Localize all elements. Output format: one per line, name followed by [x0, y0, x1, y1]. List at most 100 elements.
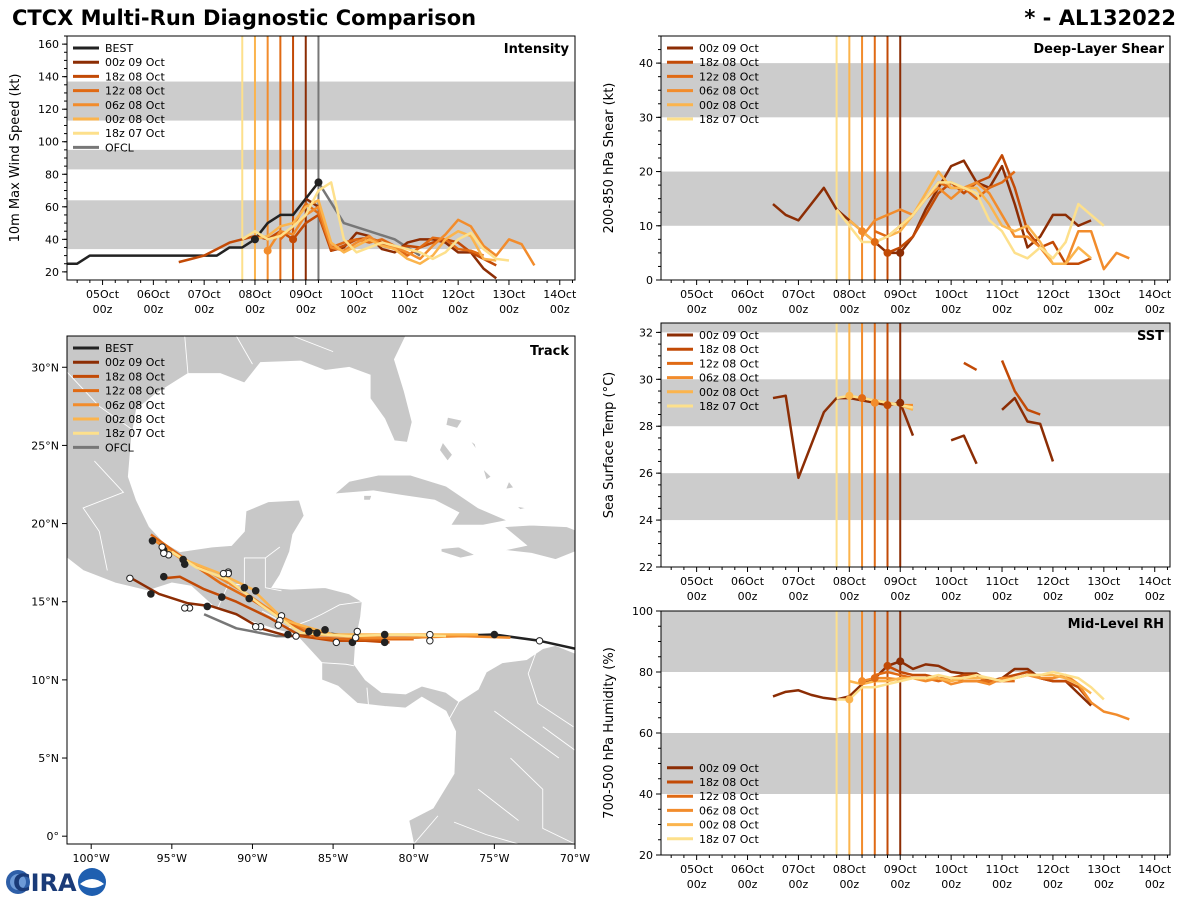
sst-xtick-label-day: 07Oct	[782, 575, 816, 588]
track-border-line	[287, 601, 363, 629]
track-border-line	[542, 726, 575, 751]
track-position-filled	[313, 629, 321, 637]
shear-xtick-label-day: 08Oct	[833, 288, 867, 301]
shear-x-axis: 05Oct 00z 06Oct 00z 07Oct 00z 08Oct 00z 09Oct 00z…	[670, 280, 1172, 316]
sst-xtick-label-day: 05Oct	[680, 575, 714, 588]
track-legend-label-18z-08-oct: 18z 08 Oct	[105, 370, 165, 383]
track-border-line	[510, 757, 575, 844]
sst-xtick-label-hour: 00z	[738, 590, 758, 603]
rh-title: Mid-Level RH	[1068, 617, 1164, 632]
track-position-open	[219, 569, 228, 578]
intensity-ytick-label: 120	[38, 103, 59, 116]
track-position-open	[181, 604, 189, 612]
track-title: Track	[530, 344, 569, 359]
sst-xtick-label-day: 06Oct	[731, 575, 765, 588]
sst-xtick-label-hour: 00z	[1094, 590, 1114, 603]
intensity-xtick-label-hour: 00z	[550, 303, 570, 316]
storm-id: * - AL132022	[1024, 6, 1176, 30]
rh-ytick-label: 100	[632, 605, 653, 618]
rh-xtick-label-day: 13Oct	[1087, 863, 1121, 876]
shear-xtick-label-hour: 00z	[1145, 303, 1165, 316]
track-legend-label-06z-08-oct: 06z 08 Oct	[105, 399, 165, 412]
sst-ytick-label: 26	[639, 467, 653, 480]
track-land-shape	[505, 480, 515, 490]
rh-band	[661, 733, 1170, 794]
intensity-plot-area	[67, 36, 575, 280]
sst-xtick-label-hour: 00z	[687, 590, 707, 603]
track-border-line	[216, 546, 281, 610]
track-position-open	[332, 638, 341, 647]
intensity-series-18z-07-oct	[241, 181, 510, 262]
sst-plot-area	[661, 323, 1170, 567]
shear-ylabel: 200-850 hPa Shear (kt)	[602, 83, 617, 234]
shear-xtick-label-day: 10Oct	[935, 288, 969, 301]
track-ytick-label: 30°N	[31, 361, 59, 374]
intensity-legend-label-00z-09-oct: 00z 09 Oct	[105, 56, 165, 69]
intensity-xtick-label-day: 09Oct	[289, 288, 323, 301]
intensity-marker-06z-08-oct	[263, 246, 272, 255]
rh-y-axis: 20 40 60 80 100	[632, 605, 661, 862]
cira-logo-text: CIRA	[13, 869, 77, 897]
sst-legend-label-00z-09-oct: 00z 09 Oct	[699, 329, 759, 342]
intensity-ytick-label: 20	[45, 266, 59, 279]
intensity-xtick-label-hour: 00z	[499, 303, 519, 316]
sst-xtick-label-day: 13Oct	[1087, 575, 1121, 588]
track-position-open	[292, 632, 300, 640]
track-position-filled	[218, 593, 226, 601]
intensity-band	[67, 149, 575, 170]
track-ytick-label: 0°	[47, 830, 60, 843]
sst-xtick-label-hour: 00z	[992, 590, 1012, 603]
sst-band	[661, 473, 1170, 521]
shear-xtick-label-day: 12Oct	[1036, 288, 1070, 301]
intensity-ytick-label: 100	[38, 136, 59, 149]
intensity-xtick-label-hour: 00z	[296, 303, 316, 316]
sst-xtick-label-day: 10Oct	[935, 575, 969, 588]
track-xtick-label: 70°W	[560, 852, 590, 865]
track-position-filled	[284, 630, 292, 639]
rh-xtick-label-hour: 00z	[1094, 878, 1114, 891]
track-position-filled	[251, 586, 260, 595]
track-position-filled	[305, 627, 313, 636]
track-xtick-label: 90°W	[237, 852, 267, 865]
intensity-title: Intensity	[504, 42, 570, 57]
intensity-legend-label-06z-08-oct: 06z 08 Oct	[105, 99, 165, 112]
cira-logo: CIRA	[4, 866, 108, 898]
intensity-legend-label-ofcl: OFCL	[105, 141, 135, 154]
sst-x-axis: 05Oct 00z 06Oct 00z 07Oct 00z 08Oct 00z 09Oct 00z…	[670, 567, 1172, 603]
rh-xtick-label-day: 09Oct	[884, 863, 918, 876]
track-position-filled	[380, 630, 389, 639]
rh-legend-label-18z-08-oct: 18z 08 Oct	[699, 776, 759, 789]
track-land-shape	[503, 524, 575, 560]
shear-band	[661, 171, 1170, 226]
shear-series-06z-08-oct	[861, 181, 1130, 271]
rh-marker-12z-08-oct	[870, 674, 879, 683]
track-land	[67, 336, 575, 844]
intensity-series-00z-08-oct	[254, 199, 497, 265]
rh-marker-00z-09-oct	[896, 657, 905, 666]
rh-marker-06z-08-oct	[858, 677, 867, 686]
shear-xtick-label-hour: 00z	[890, 303, 910, 316]
shear-marker-00z-09-oct	[896, 248, 905, 257]
rh-ytick-label: 20	[639, 849, 653, 862]
shear-marker-06z-08-oct	[858, 227, 867, 236]
sst-legend-label-00z-08-oct: 00z 08 Oct	[699, 386, 759, 399]
intensity-xtick-label-hour: 00z	[397, 303, 417, 316]
track-xtick-label: 100°W	[73, 852, 110, 865]
rh-xtick-label-day: 11Oct	[986, 863, 1020, 876]
sst-marker-18z-08-oct	[883, 401, 892, 410]
shear-series-18z-07-oct	[835, 181, 1105, 260]
track-position-open	[126, 574, 134, 582]
track-ytick-label: 15°N	[31, 596, 59, 609]
intensity-legend-label-18z-08-oct: 18z 08 Oct	[105, 70, 165, 83]
track-xtick-label: 85°W	[318, 852, 348, 865]
sst-ytick-label: 32	[639, 326, 653, 339]
sst-xtick-label-day: 11Oct	[986, 575, 1020, 588]
rh-xtick-label-day: 12Oct	[1036, 863, 1070, 876]
sst-series-18z-08-oct	[963, 361, 978, 372]
track-xtick-label: 80°W	[399, 852, 429, 865]
track-position-open	[251, 623, 260, 631]
track-ytick-label: 10°N	[31, 674, 59, 687]
